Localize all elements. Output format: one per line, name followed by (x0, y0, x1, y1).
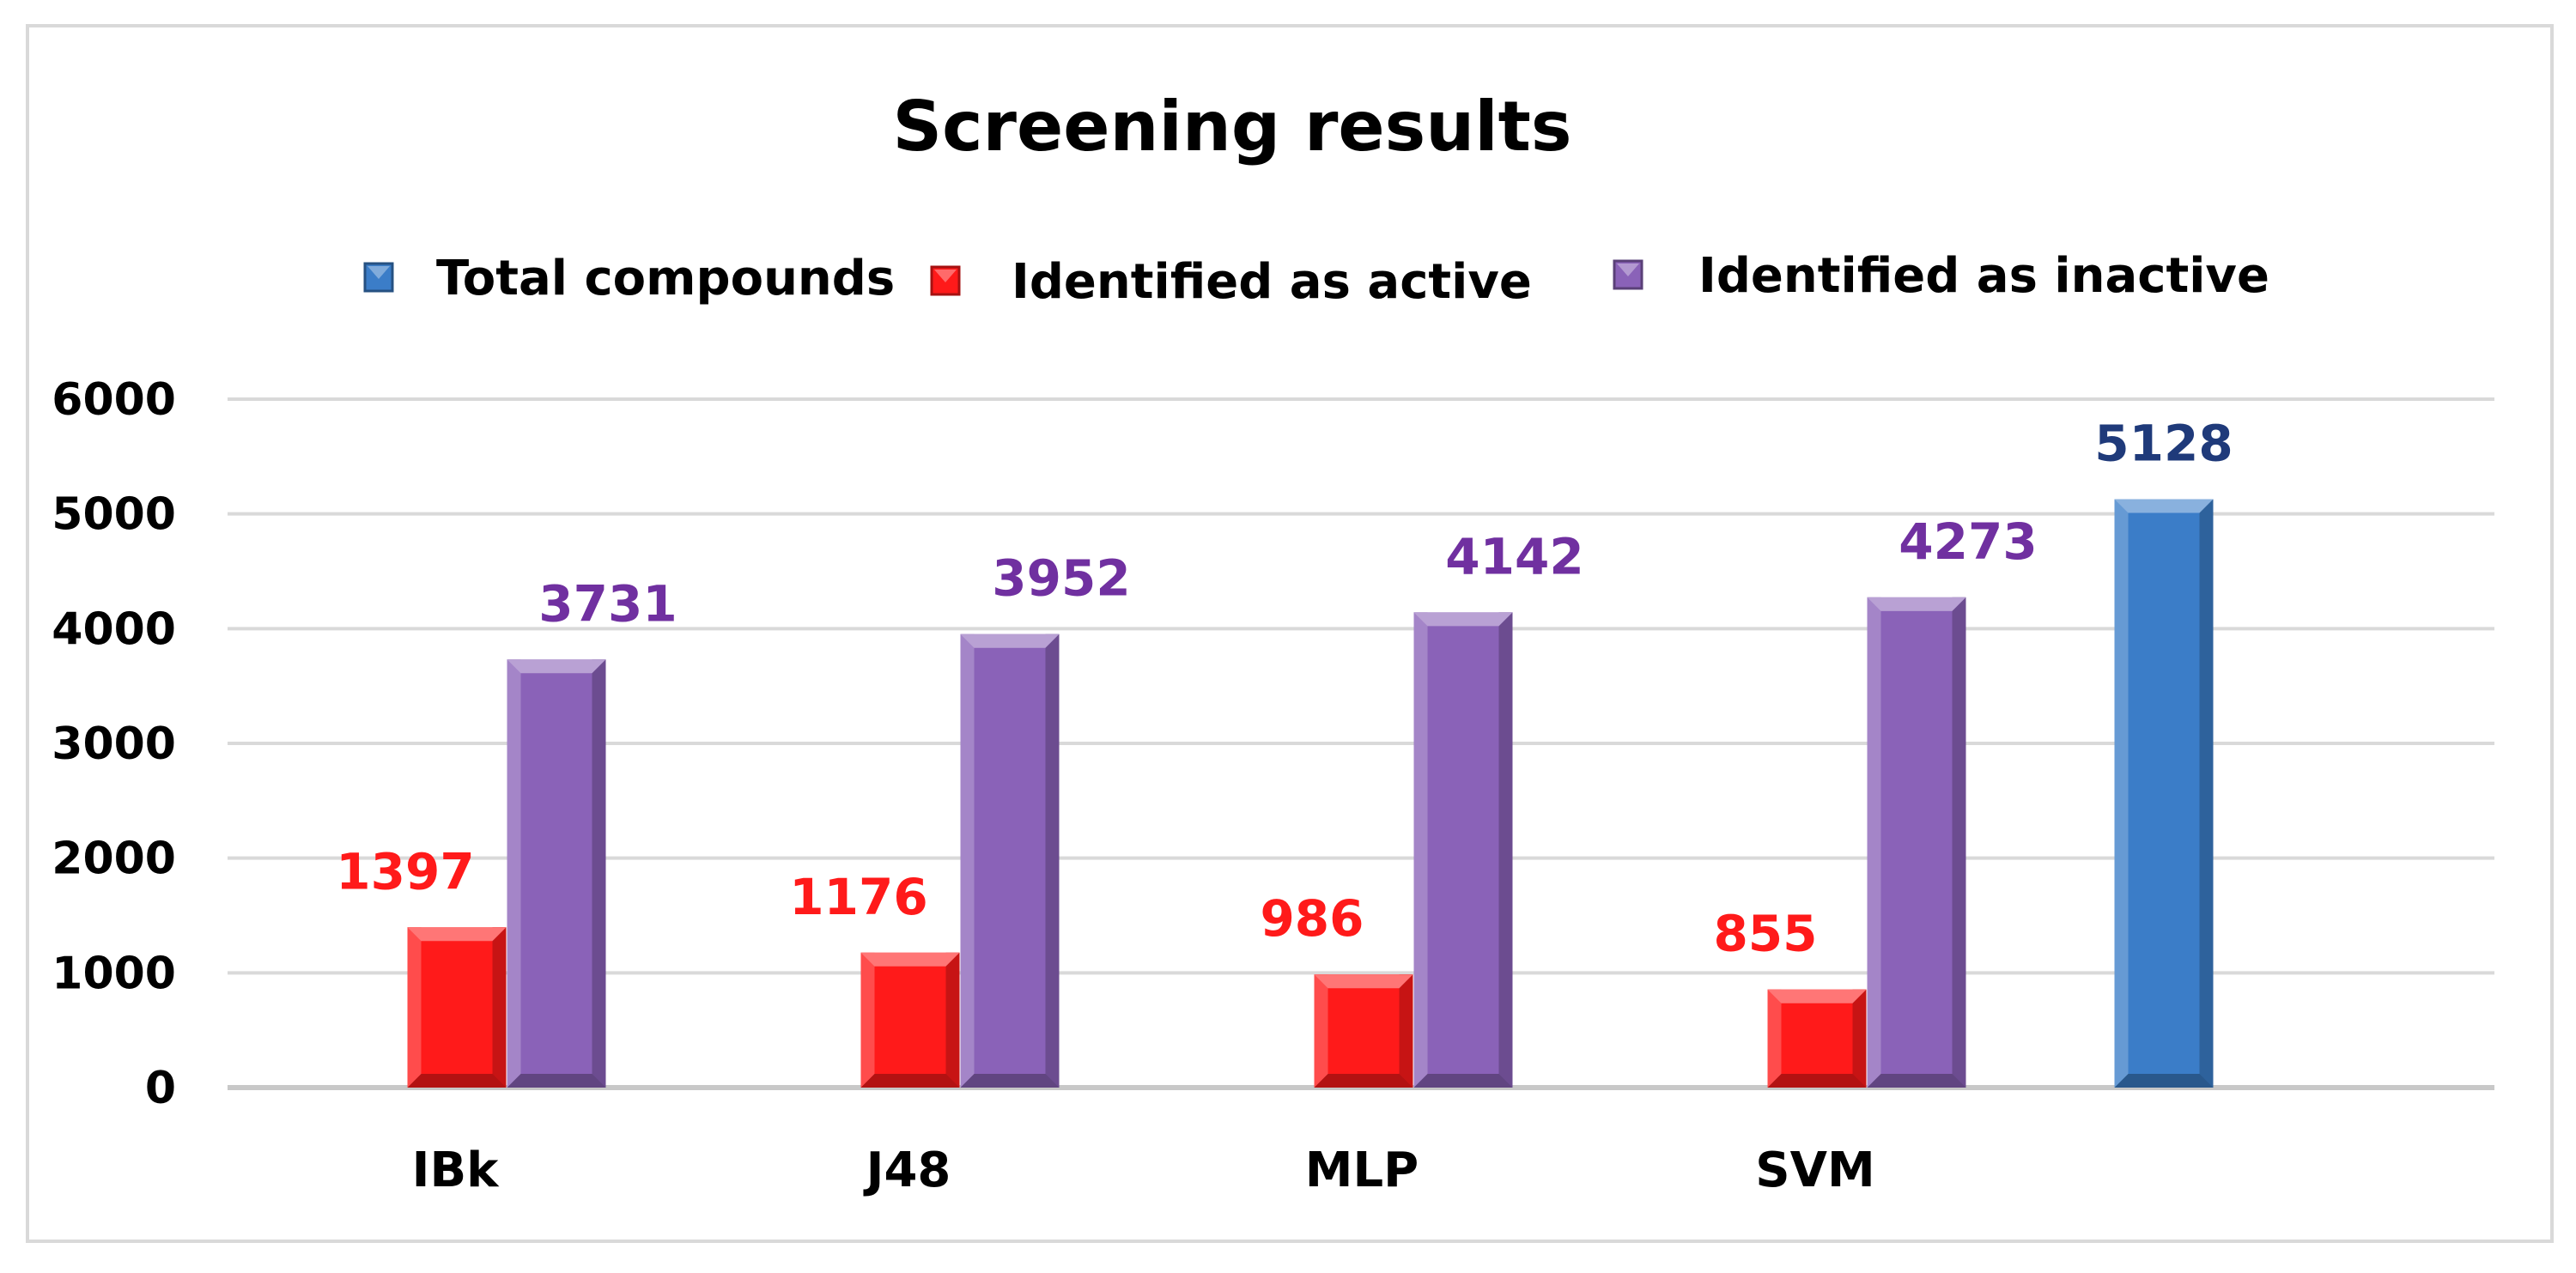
bar-bottom-bevel (860, 1074, 960, 1088)
bar-bottom-bevel (1867, 1074, 1966, 1088)
bar-bottom-bevel (407, 1074, 507, 1088)
bar-right-bevel (492, 927, 507, 1088)
data-label: 855 (1713, 905, 1817, 963)
bar (960, 633, 1060, 1088)
bar-top-bevel (407, 927, 507, 942)
legend-swatch-highlight (1617, 264, 1639, 276)
data-label: 4142 (1445, 527, 1583, 585)
bar-left-bevel (1413, 612, 1428, 1088)
bar-right-bevel (1498, 612, 1513, 1088)
bar-bottom-bevel (960, 1074, 1060, 1088)
y-tick-label: 6000 (52, 374, 176, 426)
y-tick-label: 2000 (52, 834, 176, 885)
bar-left-bevel (1314, 974, 1328, 1088)
bar (860, 952, 960, 1088)
x-tick-label: SVM (1755, 1143, 1874, 1198)
bar-top-bevel (2114, 499, 2214, 513)
bar (407, 927, 507, 1088)
data-labels: 1397 3731 1176 3952 986 4142 855 4273 5128 (336, 415, 2233, 963)
bar-top-bevel (1867, 597, 1966, 611)
bar-bottom-bevel (507, 1074, 606, 1088)
x-tick-label: IBk (412, 1143, 501, 1198)
legend-label: Identified as inactive (1698, 248, 2269, 304)
data-label: 986 (1260, 889, 1364, 948)
data-label: 1397 (336, 842, 474, 900)
bar-right-bevel (1399, 974, 1413, 1088)
bar-right-bevel (2199, 499, 2214, 1088)
x-tick-label: J48 (863, 1143, 951, 1198)
y-axis: 0 1000 2000 3000 4000 5000 6000 (52, 374, 176, 1114)
bar-left-bevel (1867, 597, 1881, 1088)
y-tick-label: 5000 (52, 489, 176, 541)
bar-top-bevel (1767, 989, 1867, 1003)
bar-bottom-bevel (2114, 1074, 2214, 1088)
bar-left-bevel (860, 952, 875, 1088)
bar-top-bevel (860, 952, 960, 967)
bar (507, 659, 606, 1088)
bar-right-bevel (1045, 633, 1060, 1088)
legend-swatch-highlight (934, 270, 957, 282)
legend-label: Total compounds (436, 251, 895, 306)
data-label: 5128 (2094, 415, 2233, 473)
bar (1867, 597, 1966, 1088)
data-label: 3952 (992, 549, 1130, 608)
bar-left-bevel (507, 659, 521, 1088)
bar-top-bevel (960, 633, 1060, 648)
y-tick-label: 4000 (52, 603, 176, 655)
bar-left-bevel (407, 927, 422, 1088)
x-axis: IBk J48 MLP SVM (412, 1143, 1875, 1198)
y-tick-label: 1000 (52, 948, 176, 999)
bar (1413, 612, 1513, 1088)
bar (2114, 499, 2214, 1088)
bar-left-bevel (1767, 989, 1782, 1088)
bar-bottom-bevel (1413, 1074, 1513, 1088)
bar-top-bevel (1413, 612, 1513, 627)
bar-right-bevel (1952, 597, 1966, 1088)
y-tick-label: 0 (145, 1063, 176, 1114)
bar-bottom-bevel (1767, 1074, 1867, 1088)
legend: Total compounds Identified as active Ident… (363, 248, 2269, 310)
chart-title: Screening results (892, 87, 1571, 167)
data-label: 1176 (789, 868, 927, 926)
bar (1767, 989, 1867, 1088)
data-label: 3731 (538, 574, 677, 633)
bar-left-bevel (960, 633, 975, 1088)
bar-left-bevel (2114, 499, 2129, 1088)
bar-top-bevel (507, 659, 606, 674)
bar (1314, 974, 1413, 1088)
legend-label: Identified as active (1012, 254, 1532, 310)
data-label: 4273 (1899, 512, 2037, 571)
y-tick-label: 3000 (52, 718, 176, 770)
x-tick-label: MLP (1305, 1143, 1419, 1198)
bar-top-bevel (1314, 974, 1413, 989)
bar-bottom-bevel (1314, 1074, 1413, 1088)
bar-right-bevel (592, 659, 606, 1088)
legend-swatch-highlight (368, 266, 390, 279)
bar-right-bevel (945, 952, 960, 1088)
bar-right-bevel (1852, 989, 1867, 1088)
bars (407, 499, 2214, 1088)
